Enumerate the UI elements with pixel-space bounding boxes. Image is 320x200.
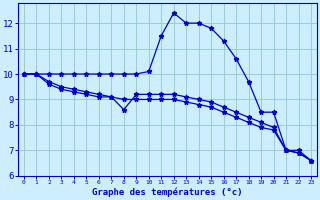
X-axis label: Graphe des températures (°c): Graphe des températures (°c) (92, 188, 243, 197)
